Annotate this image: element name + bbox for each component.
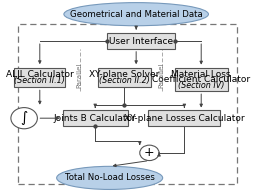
Text: ∫: ∫ [20,111,28,125]
FancyBboxPatch shape [175,68,228,91]
Text: Material Loss: Material Loss [171,70,231,79]
Text: (Section IV): (Section IV) [178,81,224,90]
Text: Parallel: Parallel [159,62,165,87]
Text: Geometrical and Material Data: Geometrical and Material Data [70,10,203,19]
FancyBboxPatch shape [15,68,65,87]
Ellipse shape [57,166,163,190]
Text: ALJL Calculator: ALJL Calculator [6,70,74,79]
Circle shape [140,145,159,161]
Text: +: + [144,146,155,159]
FancyBboxPatch shape [63,110,128,126]
Text: (Section II.2): (Section II.2) [99,76,149,85]
FancyBboxPatch shape [107,33,175,49]
Ellipse shape [64,3,208,26]
Text: Parallel: Parallel [77,62,83,87]
Text: Total No-Load Losses: Total No-Load Losses [65,173,155,182]
Text: (Section II.1): (Section II.1) [14,76,65,85]
Text: XY-plane Solver: XY-plane Solver [89,70,159,79]
Text: XY-plane Losses Calculator: XY-plane Losses Calculator [124,114,245,123]
FancyBboxPatch shape [98,68,151,87]
Text: Joints B Calculator: Joints B Calculator [54,114,136,123]
Circle shape [11,108,37,129]
Text: Coefficient Calculator: Coefficient Calculator [152,75,250,84]
FancyBboxPatch shape [148,110,220,126]
Text: User Interface: User Interface [109,37,173,46]
